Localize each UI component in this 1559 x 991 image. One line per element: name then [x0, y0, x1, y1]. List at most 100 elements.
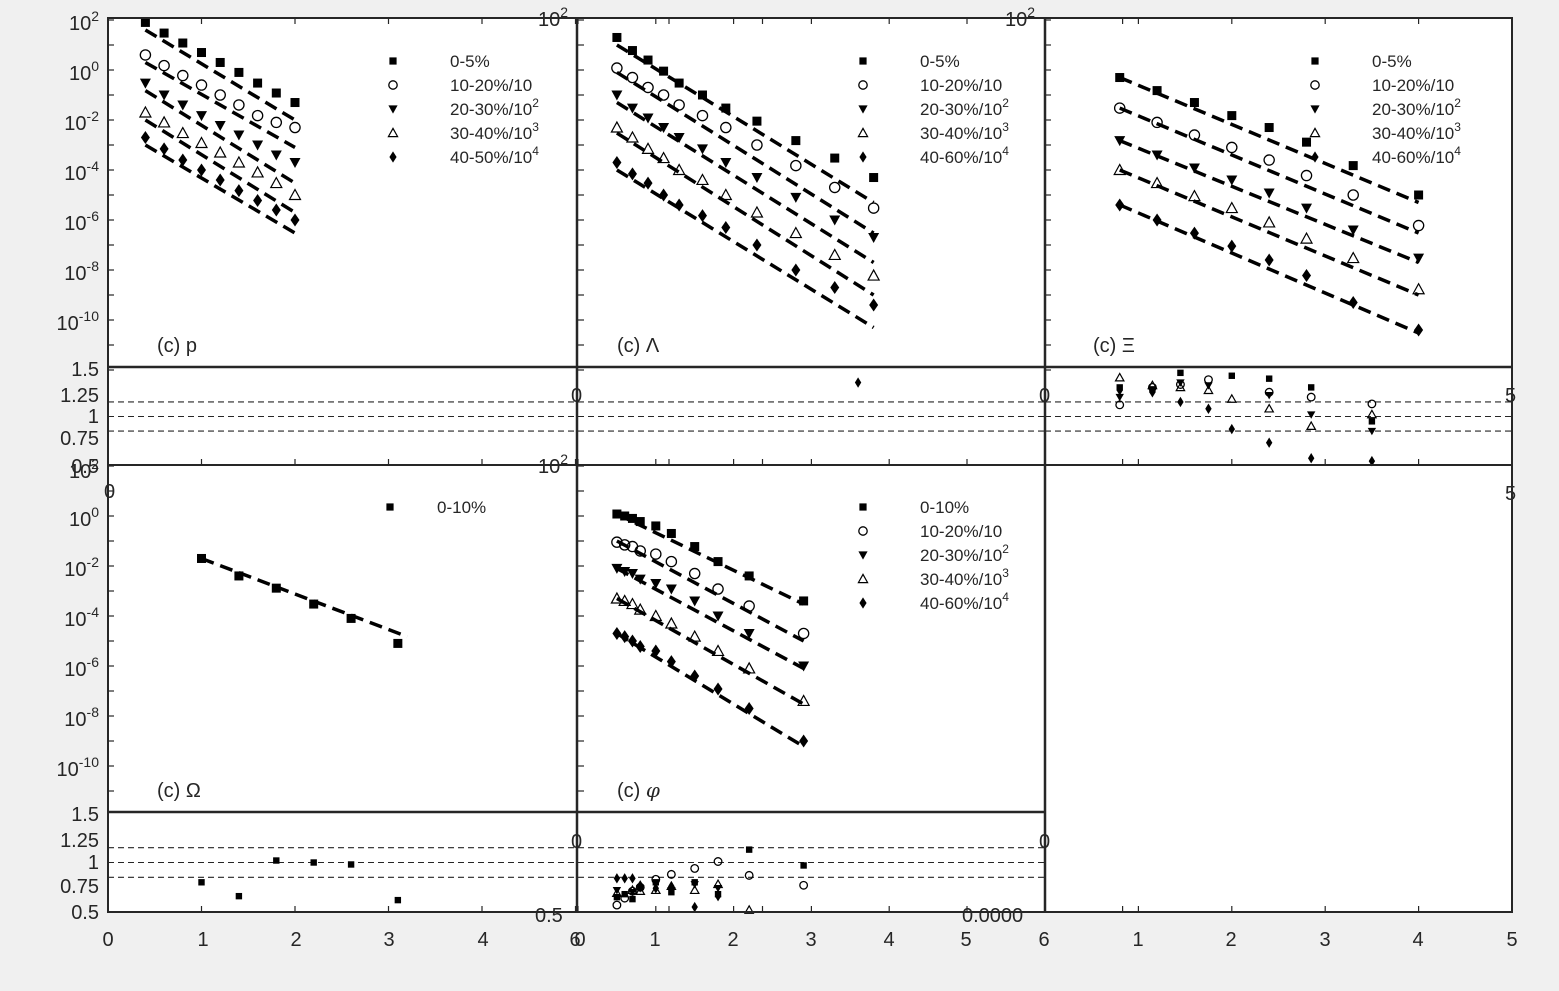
ratio-point-2-26: [1305, 420, 1317, 430]
data-point-2-1-7: [1412, 219, 1425, 232]
legend-phi-0: 0-10%: [920, 498, 969, 517]
ratio-point-4-0: [613, 893, 621, 901]
reference-lines-layer: [108, 401, 1512, 878]
data-point-2-1-2: [1188, 129, 1201, 141]
ratio-point-4-34: [743, 904, 755, 914]
ytick-top-2: 102: [69, 8, 99, 35]
xtick-c-5: 5: [1506, 929, 1517, 951]
data-point-0-3-2: [176, 126, 190, 139]
junction-overlap-b: 102: [69, 456, 99, 483]
ratio-point-2-17: [1264, 391, 1274, 400]
data-point-1-2-10: [868, 232, 880, 243]
data-point-1-1-5: [696, 109, 709, 122]
ratio-point-4-29: [635, 885, 646, 896]
data-point-2-0-4: [1264, 123, 1274, 133]
data-point-0-0-4: [215, 57, 225, 67]
data-point-4-2-8: [743, 628, 755, 639]
data-point-2-4-6: [1348, 296, 1358, 310]
data-point-2-3-7: [1412, 282, 1426, 295]
data-point-1-4-10: [869, 298, 879, 312]
legend-marker-2-0: [1311, 57, 1319, 65]
legend-xi-2: 20-30%/102: [1372, 96, 1461, 119]
ytick-top-m6: 10-6: [64, 208, 99, 235]
data-point-0-1-0: [139, 49, 152, 61]
data-point-2-0-5: [1302, 137, 1312, 147]
ratio-point-2-19: [1367, 427, 1377, 436]
data-point-2-0-3: [1227, 111, 1237, 121]
xtick-c-3: 3: [1319, 929, 1330, 951]
ratio-tick-labels-bottom: 1.5 1.25 1 0.75 0.5: [60, 804, 99, 924]
data-point-4-1-5: [665, 555, 678, 568]
ratio-point-2-13: [1367, 399, 1377, 409]
ratio-point-2-2: [1177, 369, 1184, 377]
legend-marker-1-4: [859, 151, 867, 163]
legend-marker-1-2: [858, 105, 868, 114]
data-point-4-2-3: [634, 574, 646, 585]
legend-marker-0-0: [389, 57, 397, 65]
data-point-2-3-4: [1262, 215, 1276, 228]
legend-p-1: 10-20%/10: [450, 76, 532, 95]
ratio-point-2-23: [1203, 384, 1214, 395]
data-point-1-3-9: [828, 248, 842, 261]
fit-line-2-4: [1119, 203, 1420, 335]
fit-line-0-2: [144, 89, 296, 185]
legend-marker-2-2: [1310, 105, 1320, 114]
xtick-b-0: 0: [574, 929, 585, 951]
legend-p-0: 0-5%: [450, 52, 490, 71]
data-point-4-3-9: [797, 694, 811, 707]
ratio-point-2-4: [1265, 375, 1273, 382]
data-point-1-4-4: [674, 198, 684, 212]
data-point-2-2-6: [1347, 225, 1359, 236]
data-point-1-2-8: [790, 192, 802, 203]
legend-phi-1: 10-20%/10: [920, 522, 1002, 541]
ratio-point-2-24: [1226, 393, 1238, 403]
data-point-4-0-1: [620, 511, 630, 521]
data-point-4-4-3: [635, 640, 645, 654]
fit-line-0-1: [144, 60, 296, 149]
data-point-1-3-6: [719, 188, 733, 201]
ratio-point-4-39: [652, 883, 659, 894]
data-point-1-0-0: [612, 32, 622, 42]
data-point-4-4-7: [713, 682, 723, 696]
data-point-2-0-0: [1115, 73, 1125, 83]
data-point-1-1-6: [720, 121, 732, 134]
ratio-point-2-31: [1205, 403, 1212, 414]
data-point-1-4-0: [612, 155, 622, 169]
data-point-1-4-3: [659, 188, 669, 202]
xtick-a-3: 3: [383, 929, 394, 951]
ratio-point-2-20: [1114, 372, 1125, 382]
data-point-0-4-7: [271, 203, 281, 217]
data-point-0-0-8: [290, 98, 300, 108]
data-point-0-3-1: [157, 115, 171, 128]
data-point-2-4-1: [1152, 213, 1162, 227]
data-point-2-3-2: [1187, 189, 1201, 202]
ratio-point-4-10: [612, 900, 622, 910]
stray-five-junction: 5: [1505, 483, 1516, 505]
data-point-0-2-3: [196, 111, 207, 122]
data-point-0-2-8: [289, 157, 301, 168]
ratio-point-1-0: [854, 377, 862, 388]
data-point-1-1-1: [626, 71, 639, 84]
xtick-b-6: 6: [1038, 929, 1049, 951]
xtick-a-6: 6: [569, 929, 580, 951]
data-point-3-0-5: [393, 638, 403, 648]
data-point-1-3-5: [695, 173, 709, 186]
legend-marker-4-0: [859, 503, 867, 511]
ratio-point-4-19: [799, 880, 809, 890]
xtick-a-1: 1: [197, 929, 208, 951]
ytick-top-m10: 10-10: [57, 308, 100, 335]
ratio-point-2-29: [1149, 387, 1156, 398]
data-point-3-0-4: [346, 613, 356, 623]
ratio-point-4-36: [621, 873, 628, 884]
legend-marker-4-1: [858, 526, 868, 536]
data-point-4-1-0: [611, 536, 623, 548]
data-point-4-4-8: [744, 701, 754, 715]
data-point-4-3-4: [649, 609, 663, 622]
data-point-2-1-1: [1151, 116, 1163, 129]
ytick-top-0: 100: [69, 58, 99, 85]
data-point-4-0-0: [612, 509, 622, 519]
data-point-2-2-7: [1413, 253, 1425, 264]
data-point-2-3-5: [1300, 231, 1314, 244]
ticks-layer: [107, 18, 1513, 912]
